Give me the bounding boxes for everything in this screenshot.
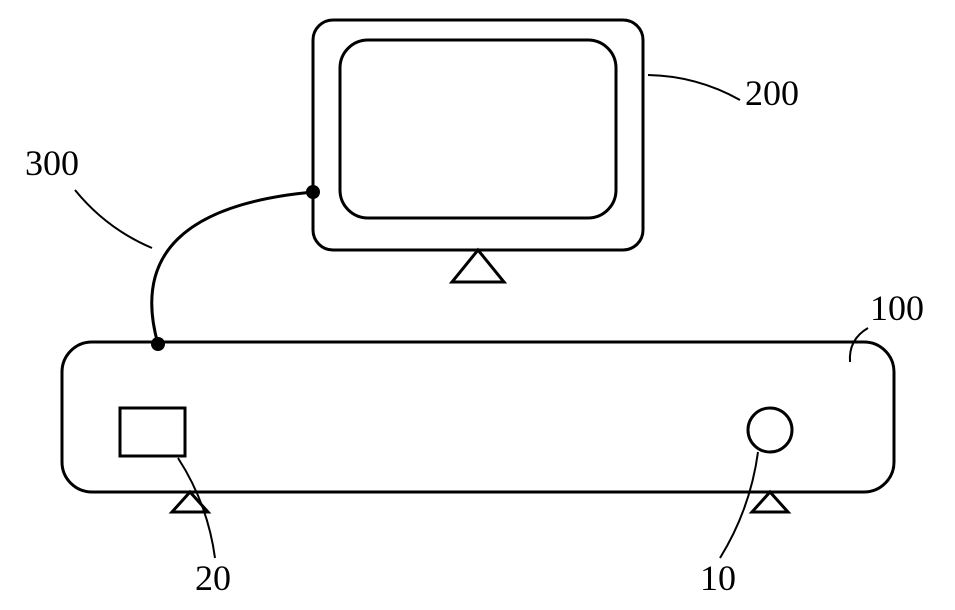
monitor-stand [452,250,504,282]
device-foot-right [752,492,788,512]
leader-l300 [75,190,152,248]
port-circle [748,408,792,452]
monitor-screen [340,40,616,218]
port-rect [120,408,185,456]
ref-label-l10: 10 [700,558,736,598]
cable [152,192,313,344]
leader-l200 [648,75,740,100]
ref-label-l20: 20 [195,558,231,598]
ref-label-l100: 100 [870,288,924,328]
cable-end-device [151,337,165,351]
leader-l100 [850,328,868,362]
leader-l10 [720,452,758,558]
ref-label-l200: 200 [745,73,799,113]
leader-l20 [178,458,215,558]
cable-end-monitor [306,185,320,199]
device-body [62,342,894,492]
ref-label-l300: 300 [25,143,79,183]
monitor-bezel [313,20,643,250]
